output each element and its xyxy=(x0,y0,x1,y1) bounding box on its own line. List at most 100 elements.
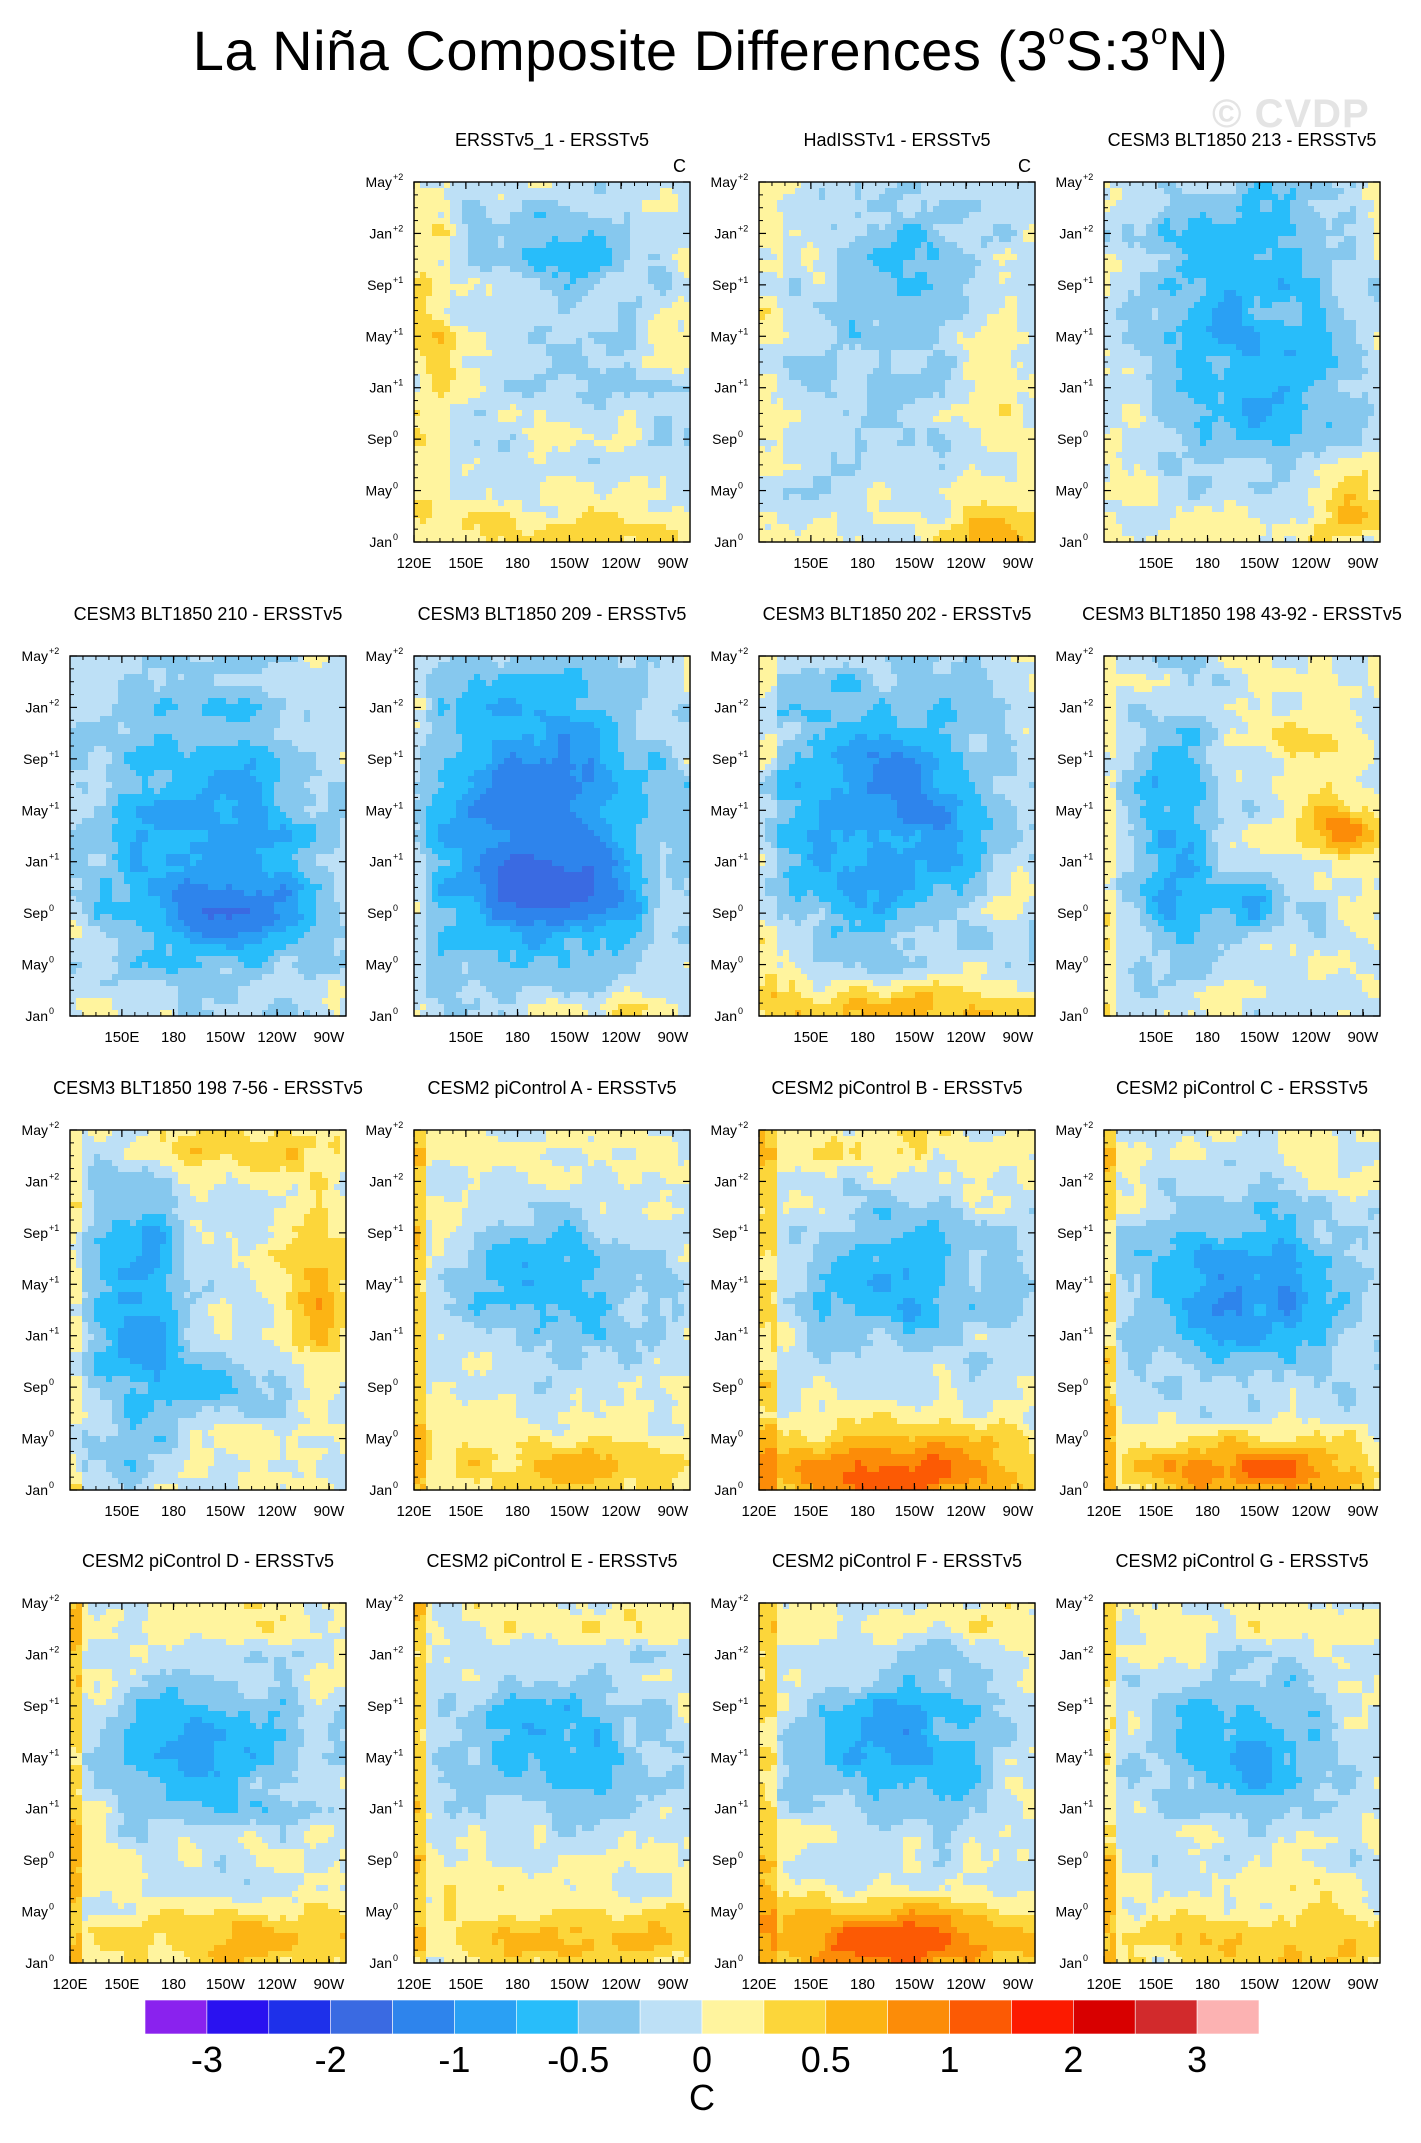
heat-cell xyxy=(933,320,940,327)
heat-cell xyxy=(975,284,982,291)
heat-cell xyxy=(1011,326,1018,333)
heat-cell xyxy=(516,488,523,495)
heat-cell xyxy=(993,320,1000,327)
heat-cell xyxy=(612,338,619,345)
heat-cell xyxy=(891,428,898,435)
heat-cell xyxy=(540,434,547,441)
heat-cell xyxy=(993,290,1000,297)
heat-cell xyxy=(1023,224,1030,231)
heat-cell xyxy=(570,464,577,471)
heat-cell xyxy=(480,446,487,453)
heat-cell xyxy=(432,446,439,453)
heat-cell xyxy=(897,254,904,261)
heat-cell xyxy=(831,344,838,351)
heat-cell xyxy=(660,338,667,345)
heat-cell xyxy=(624,404,631,411)
heat-cell xyxy=(570,182,577,189)
heat-cell xyxy=(546,410,553,417)
heat-cell xyxy=(777,362,784,369)
heat-cell xyxy=(618,470,625,477)
heat-cell xyxy=(945,248,952,255)
heat-cell xyxy=(945,368,952,375)
heat-cell xyxy=(837,182,844,189)
heat-cell xyxy=(612,524,619,531)
heat-cell xyxy=(558,368,565,375)
heat-cell xyxy=(456,236,463,243)
heat-cell xyxy=(666,308,673,315)
heat-cell xyxy=(432,416,439,423)
heat-cell xyxy=(414,530,421,537)
heat-cell xyxy=(777,266,784,273)
heat-cell xyxy=(564,332,571,339)
heat-cell xyxy=(939,284,946,291)
heat-cell xyxy=(921,296,928,303)
heat-cell xyxy=(678,320,685,327)
heat-cell xyxy=(981,218,988,225)
heat-cell xyxy=(975,272,982,279)
heat-cell xyxy=(546,236,553,243)
heat-cell xyxy=(642,344,649,351)
heat-cell xyxy=(582,236,589,243)
heat-cell xyxy=(666,374,673,381)
heat-cell xyxy=(813,362,820,369)
heat-cell xyxy=(654,230,661,237)
heat-cell xyxy=(558,470,565,477)
heat-cell xyxy=(588,362,595,369)
heat-cell xyxy=(504,314,511,321)
heat-cell xyxy=(909,200,916,207)
heat-cell xyxy=(612,218,619,225)
heat-cell xyxy=(468,332,475,339)
heat-cell xyxy=(945,446,952,453)
heat-cell xyxy=(666,464,673,471)
heat-cell xyxy=(909,248,916,255)
heat-cell xyxy=(450,452,457,459)
heat-cell xyxy=(432,272,439,279)
heat-cell xyxy=(474,440,481,447)
heat-cell xyxy=(594,356,601,363)
heat-cell xyxy=(861,302,868,309)
heat-cell xyxy=(588,452,595,459)
heat-cell xyxy=(582,248,589,255)
heat-cell xyxy=(921,350,928,357)
heat-cell xyxy=(777,230,784,237)
heat-cell xyxy=(969,326,976,333)
heat-cell xyxy=(420,476,427,483)
heat-cell xyxy=(999,416,1006,423)
heat-cell xyxy=(897,374,904,381)
heat-cell xyxy=(546,494,553,501)
heat-cell xyxy=(486,314,493,321)
heat-cell xyxy=(783,188,790,195)
heat-cell xyxy=(969,230,976,237)
heat-cell xyxy=(807,302,814,309)
heat-cell xyxy=(606,530,613,537)
heat-cell xyxy=(927,218,934,225)
heat-cell xyxy=(528,224,535,231)
heat-cell xyxy=(462,524,469,531)
heat-cell xyxy=(891,398,898,405)
heat-cell xyxy=(546,284,553,291)
heat-cell xyxy=(588,524,595,531)
heat-cell xyxy=(909,428,916,435)
heat-cell xyxy=(660,278,667,285)
heat-cell xyxy=(468,440,475,447)
heat-cell xyxy=(492,278,499,285)
heat-cell xyxy=(1011,410,1018,417)
heat-cell xyxy=(594,446,601,453)
heat-cell xyxy=(624,188,631,195)
heat-cell xyxy=(600,524,607,531)
heat-cell xyxy=(807,326,814,333)
heat-cell xyxy=(777,308,784,315)
heat-cell xyxy=(558,512,565,519)
heat-cell xyxy=(618,434,625,441)
heat-cell xyxy=(1023,446,1030,453)
heat-cell xyxy=(831,200,838,207)
heat-cell xyxy=(462,326,469,333)
heat-cell xyxy=(510,242,517,249)
heat-cell xyxy=(648,356,655,363)
heat-cell xyxy=(1017,260,1024,267)
heat-cell xyxy=(987,242,994,249)
heat-cell xyxy=(831,446,838,453)
heat-cell xyxy=(795,434,802,441)
heat-cell xyxy=(552,188,559,195)
heat-cell xyxy=(771,332,778,339)
